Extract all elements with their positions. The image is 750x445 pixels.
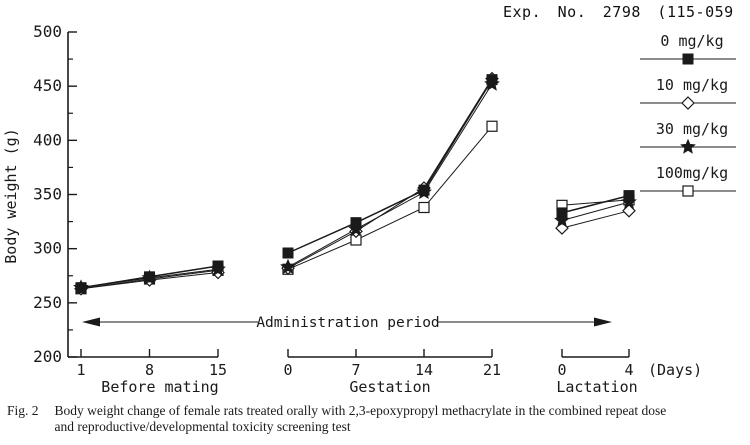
section-label-lactation: Lactation bbox=[556, 378, 637, 396]
y-tick-label: 250 bbox=[33, 293, 62, 312]
legend-label-10mgkg: 10 mg/kg bbox=[656, 76, 728, 94]
marker-filled-square-0mgkg bbox=[75, 282, 87, 294]
figure-caption: Fig. 2 Body weight change of female rats… bbox=[7, 403, 743, 436]
figure-caption-text: Body weight change of female rats treate… bbox=[54, 403, 667, 435]
days-unit-label: (Days) bbox=[648, 361, 702, 379]
x-tick-label: 7 bbox=[351, 361, 360, 379]
marker-filled-square-0mgkg bbox=[282, 247, 294, 259]
x-tick-label: 21 bbox=[483, 361, 501, 379]
legend-label-30mgkg: 30 mg/kg bbox=[656, 120, 728, 138]
section-label-before_mating: Before mating bbox=[101, 378, 218, 396]
marker-open-square-legend-100mgkg bbox=[682, 185, 694, 197]
marker-filled-square-0mgkg bbox=[556, 207, 568, 219]
legend-label-0mgkg: 0 mg/kg bbox=[660, 32, 723, 50]
y-tick-label: 450 bbox=[33, 76, 62, 95]
x-tick-label: 4 bbox=[624, 361, 633, 379]
marker-filled-star-legend-30mgkg bbox=[680, 138, 696, 154]
x-tick-label: 0 bbox=[557, 361, 566, 379]
y-tick-label: 400 bbox=[33, 130, 62, 149]
series-line-0mgkg bbox=[561, 194, 630, 214]
experiment-number: Exp. No. 2798 (115-059 bbox=[503, 3, 734, 21]
series-line-30mgkg bbox=[287, 83, 493, 268]
admin-arrowhead-left bbox=[82, 317, 100, 327]
x-tick-label: 15 bbox=[209, 361, 227, 379]
marker-filled-star-30mgkg bbox=[280, 258, 296, 274]
series-line-10mgkg bbox=[287, 78, 493, 269]
x-tick-label: 8 bbox=[145, 361, 154, 379]
y-axis-title: Body weight (g) bbox=[2, 128, 20, 263]
series-line-100mgkg bbox=[287, 125, 493, 270]
marker-filled-square-0mgkg bbox=[418, 184, 430, 196]
marker-filled-square-legend-0mgkg bbox=[682, 53, 694, 65]
marker-filled-square-0mgkg bbox=[212, 260, 224, 272]
x-tick-label: 1 bbox=[76, 361, 85, 379]
x-tick-label: 0 bbox=[283, 361, 292, 379]
admin-period-label: Administration period bbox=[256, 315, 439, 331]
series-line-10mgkg bbox=[561, 210, 630, 229]
section-label-gestation: Gestation bbox=[349, 378, 430, 396]
marker-open-square-100mgkg bbox=[486, 120, 498, 132]
marker-open-square-100mgkg bbox=[418, 201, 430, 214]
legend-label-100mgkg: 100mg/kg bbox=[656, 164, 728, 182]
marker-filled-square-0mgkg bbox=[144, 271, 155, 283]
admin-arrowhead-right bbox=[594, 317, 612, 327]
series-line-30mgkg bbox=[561, 201, 630, 221]
marker-open-diamond-legend-10mgkg bbox=[681, 96, 695, 110]
series-line-100mgkg bbox=[561, 199, 630, 206]
marker-filled-square-0mgkg bbox=[623, 190, 635, 202]
y-tick-label: 500 bbox=[33, 22, 62, 41]
marker-open-diamond-10mgkg bbox=[622, 203, 636, 218]
marker-filled-square-0mgkg bbox=[350, 217, 362, 229]
y-tick-label: 300 bbox=[33, 239, 62, 258]
marker-filled-square-0mgkg bbox=[486, 74, 498, 86]
series-line-0mgkg bbox=[287, 79, 493, 254]
figure-number: Fig. 2 bbox=[7, 403, 39, 418]
x-tick-label: 14 bbox=[415, 361, 433, 379]
y-tick-label: 350 bbox=[33, 185, 62, 204]
y-tick-label: 200 bbox=[33, 347, 62, 366]
